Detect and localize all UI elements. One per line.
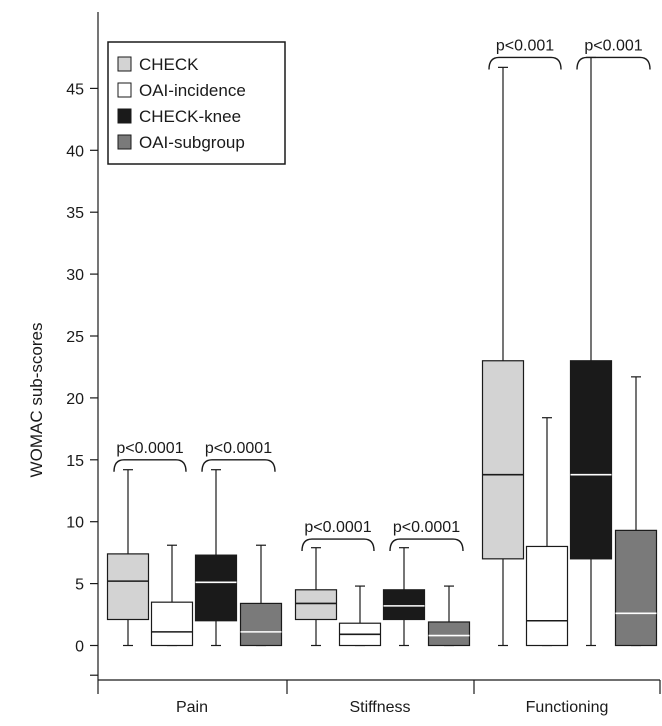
legend: CHECK OAI-incidence CHECK-knee OAI-subgroup xyxy=(107,41,286,165)
axes-layer: 0 5 10 15 20 25 30 35 40 45 Pain Stiffness Functioni… xyxy=(66,12,661,716)
significance-bracket: p<0.001 xyxy=(576,37,651,70)
iqr-box xyxy=(382,589,426,621)
box-plot-check-knee-pain xyxy=(194,469,238,647)
iqr-box xyxy=(569,360,613,560)
iqr-box xyxy=(150,601,194,647)
box-plot-check-knee-functioning xyxy=(569,56,613,647)
iqr-box xyxy=(614,529,658,647)
legend-frame xyxy=(107,41,286,165)
legend-item: OAI-incidence xyxy=(117,81,246,100)
significance-bracket: p<0.001 xyxy=(488,37,562,70)
bracket-line xyxy=(301,538,375,552)
y-tick-label: 35 xyxy=(66,205,84,222)
p-value-label: p<0.001 xyxy=(584,37,642,54)
legend-swatch xyxy=(117,134,132,150)
annotation-layer: p<0.0001 p<0.0001 p<0.0001 p<0.0001 p<0.001 p… xyxy=(113,37,651,552)
legend-label: CHECK xyxy=(139,55,199,74)
y-tick-label: 5 xyxy=(75,577,84,594)
x-group-label: Pain xyxy=(176,699,208,716)
box-plot-check-knee-stiffness xyxy=(382,547,426,647)
box-plot-check-stiffness xyxy=(294,547,338,647)
iqr-box xyxy=(481,360,525,560)
y-tick-label: 40 xyxy=(66,143,84,160)
bracket-line xyxy=(488,56,562,70)
legend-swatch xyxy=(117,82,132,98)
legend-label: OAI-incidence xyxy=(139,81,246,100)
y-tick-label: 30 xyxy=(66,267,84,284)
bracket-line xyxy=(201,459,276,472)
legend-item: CHECK-knee xyxy=(117,107,241,126)
significance-bracket: p<0.0001 xyxy=(113,440,187,472)
y-tick-label: 20 xyxy=(66,391,84,408)
box-plot-oai-incidence-functioning xyxy=(525,417,569,647)
iqr-box xyxy=(525,545,569,647)
y-axis-label: WOMAC sub-scores xyxy=(27,323,46,478)
y-tick-label: 25 xyxy=(66,329,84,346)
iqr-box xyxy=(194,554,238,622)
significance-bracket: p<0.0001 xyxy=(389,519,464,552)
iqr-box xyxy=(427,621,471,647)
box-plot-oai-incidence-pain xyxy=(150,544,194,647)
box-plot-oai-subgroup-pain xyxy=(239,544,283,647)
bracket-line xyxy=(389,538,464,552)
box-plot-check-functioning xyxy=(481,66,525,647)
bracket-line xyxy=(576,56,651,70)
legend-swatch xyxy=(117,108,132,124)
p-value-label: p<0.0001 xyxy=(393,519,460,536)
p-value-label: p<0.001 xyxy=(496,37,554,54)
iqr-box xyxy=(239,602,283,647)
p-value-label: p<0.0001 xyxy=(116,440,183,457)
legend-item: OAI-subgroup xyxy=(117,133,245,152)
p-value-label: p<0.0001 xyxy=(205,440,272,457)
bracket-line xyxy=(113,459,187,472)
box-plot-oai-incidence-stiffness xyxy=(338,585,382,647)
y-tick-label: 45 xyxy=(66,81,84,98)
legend-label: CHECK-knee xyxy=(139,107,241,126)
x-group-label: Functioning xyxy=(526,699,609,716)
legend-swatch xyxy=(117,56,132,72)
legend-label: OAI-subgroup xyxy=(139,133,245,152)
x-group-label: Stiffness xyxy=(349,699,410,716)
y-tick-label: 15 xyxy=(66,453,84,470)
iqr-box xyxy=(294,589,338,621)
significance-bracket: p<0.0001 xyxy=(201,440,276,472)
y-tick-label: 0 xyxy=(75,639,84,656)
legend-item: CHECK xyxy=(117,55,199,74)
box-plot-oai-subgroup-functioning xyxy=(614,376,658,647)
boxes-layer xyxy=(106,56,658,647)
box-plot-oai-subgroup-stiffness xyxy=(427,585,471,647)
significance-bracket: p<0.0001 xyxy=(301,519,375,552)
p-value-label: p<0.0001 xyxy=(304,519,371,536)
box-plot-check-pain xyxy=(106,469,150,647)
iqr-box xyxy=(106,553,150,621)
y-tick-label: 10 xyxy=(66,515,84,532)
